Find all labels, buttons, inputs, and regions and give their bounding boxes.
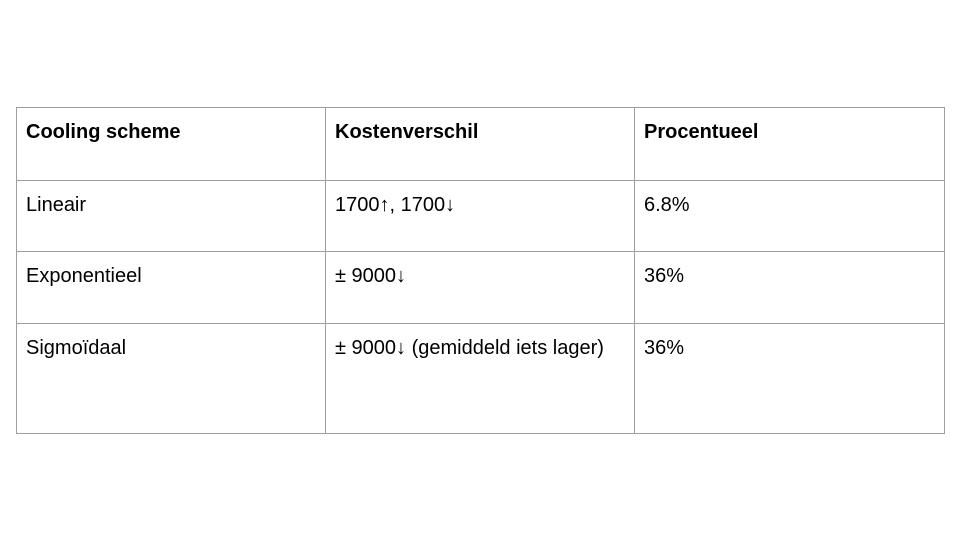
table-cell: 36% <box>634 323 945 434</box>
table-cell: 6.8% <box>634 180 945 252</box>
table-cell: ± 9000↓ (gemiddeld iets lager) <box>325 323 635 434</box>
header-cell-kostenverschil: Kostenverschil <box>325 107 635 181</box>
header-cell-cooling-scheme: Cooling scheme <box>16 107 326 181</box>
table-row: Sigmoïdaal ± 9000↓ (gemiddeld iets lager… <box>16 323 945 434</box>
table-cell: Sigmoïdaal <box>16 323 326 434</box>
header-cell-procentueel: Procentueel <box>634 107 945 181</box>
table-row: Lineair 1700↑, 1700↓ 6.8% <box>16 180 945 252</box>
comparison-table: Cooling scheme Kostenverschil Procentuee… <box>16 107 945 434</box>
table-header-row: Cooling scheme Kostenverschil Procentuee… <box>16 107 945 181</box>
table-row: Exponentieel ± 9000↓ 36% <box>16 251 945 324</box>
table-cell: 36% <box>634 251 945 324</box>
table-cell: ± 9000↓ <box>325 251 635 324</box>
table-cell: Exponentieel <box>16 251 326 324</box>
table-cell: Lineair <box>16 180 326 252</box>
table-cell: 1700↑, 1700↓ <box>325 180 635 252</box>
